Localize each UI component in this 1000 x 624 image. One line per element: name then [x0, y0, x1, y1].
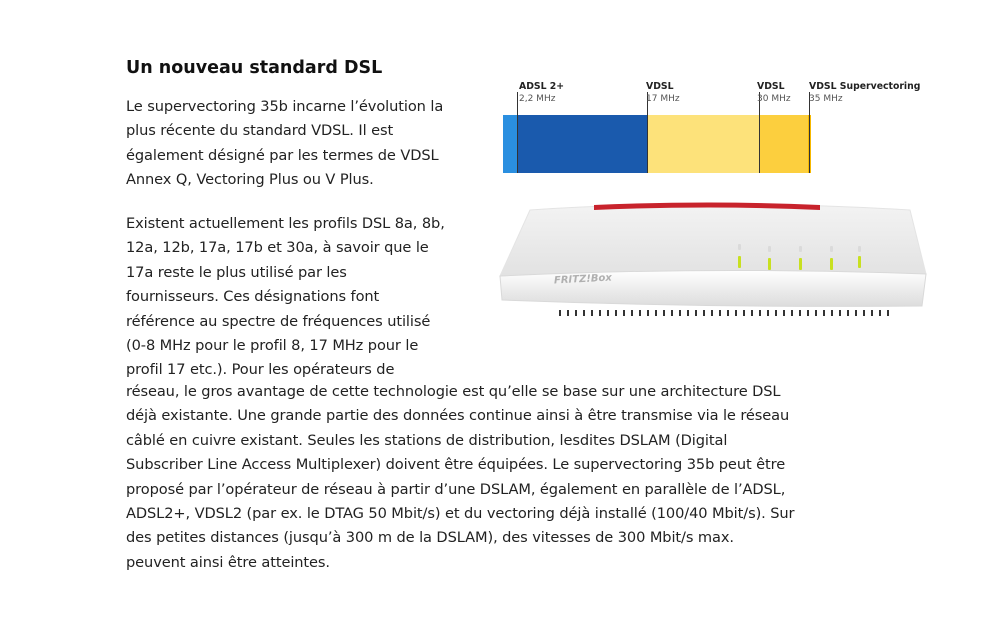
band-adsl	[503, 115, 517, 173]
band-vdsl-30	[759, 115, 808, 173]
router-image: FRITZ!Box	[490, 196, 930, 326]
band-vdsl-17	[647, 115, 759, 173]
marker-adsl2plus	[517, 92, 518, 173]
router-illustration	[499, 202, 927, 316]
marker-vdsl-30	[759, 92, 760, 173]
text-line: 12a, 12b, 17a, 17b et 30a, à savoir que …	[126, 239, 429, 257]
text-line: câblé en cuivre existant. Seules les sta…	[126, 431, 728, 449]
marker-label: ADSL 2+	[519, 81, 565, 92]
text-line: fournisseurs. Ces désignations font	[126, 288, 380, 306]
text-line: peuvent ainsi être atteintes.	[126, 553, 330, 571]
text-line: Subscriber Line Access Multiplexer) doiv…	[126, 456, 786, 474]
text-line: également désigné par les termes de VDSL	[126, 146, 439, 164]
text-line: Le supervectoring 35b incarne l’évolutio…	[126, 98, 444, 115]
marker-label: VDSL	[757, 81, 785, 92]
text-line: 17a reste le plus utilisé par les	[126, 263, 347, 281]
text-line: (0-8 MHz pour le profil 8, 17 MHz pour l…	[126, 336, 419, 354]
marker-frequency: 17 MHz	[646, 94, 680, 104]
paragraph-profiles-continued: réseau, le gros avantage de cette techno…	[126, 380, 795, 575]
marker-label: VDSL	[646, 81, 674, 92]
text-line: référence au spectre de fréquences utili…	[126, 312, 431, 330]
band-adsl2plus	[517, 115, 647, 173]
text-line: déjà existante. Une grande partie des do…	[126, 407, 790, 425]
text-line: Annex Q, Vectoring Plus ou V Plus.	[126, 171, 374, 189]
paragraph-profiles: Existent actuellement les profils DSL 8a…	[126, 212, 445, 383]
marker-frequency: 35 MHz	[809, 94, 843, 104]
text-line: profil 17 etc.). Pour les opérateurs de	[126, 361, 395, 379]
marker-frequency: 2,2 MHz	[519, 94, 556, 104]
marker-frequency: 30 MHz	[757, 94, 791, 104]
article-heading: Un nouveau standard DSL	[126, 58, 383, 78]
text-line: plus récente du standard VDSL. Il est	[126, 122, 394, 140]
paragraph-intro: Le supervectoring 35b incarne l’évolutio…	[126, 95, 443, 193]
frequency-band-graphic: ADSL 2+ 2,2 MHz VDSL 17 MHz VDSL 30 MHz …	[503, 78, 923, 178]
marker-label: VDSL Supervectoring	[809, 81, 921, 92]
text-line: Existent actuellement les profils DSL 8a…	[126, 215, 445, 232]
text-line: proposé par l’opérateur de réseau à part…	[126, 480, 786, 498]
marker-vdsl-17	[647, 92, 648, 173]
text-line: des petites distances (jusqu’à 300 m de …	[126, 529, 734, 547]
marker-supervectoring	[809, 92, 810, 173]
text-line: réseau, le gros avantage de cette techno…	[126, 383, 781, 400]
text-line: ADSL2+, VDSL2 (par ex. le DTAG 50 Mbit/s…	[126, 504, 795, 522]
